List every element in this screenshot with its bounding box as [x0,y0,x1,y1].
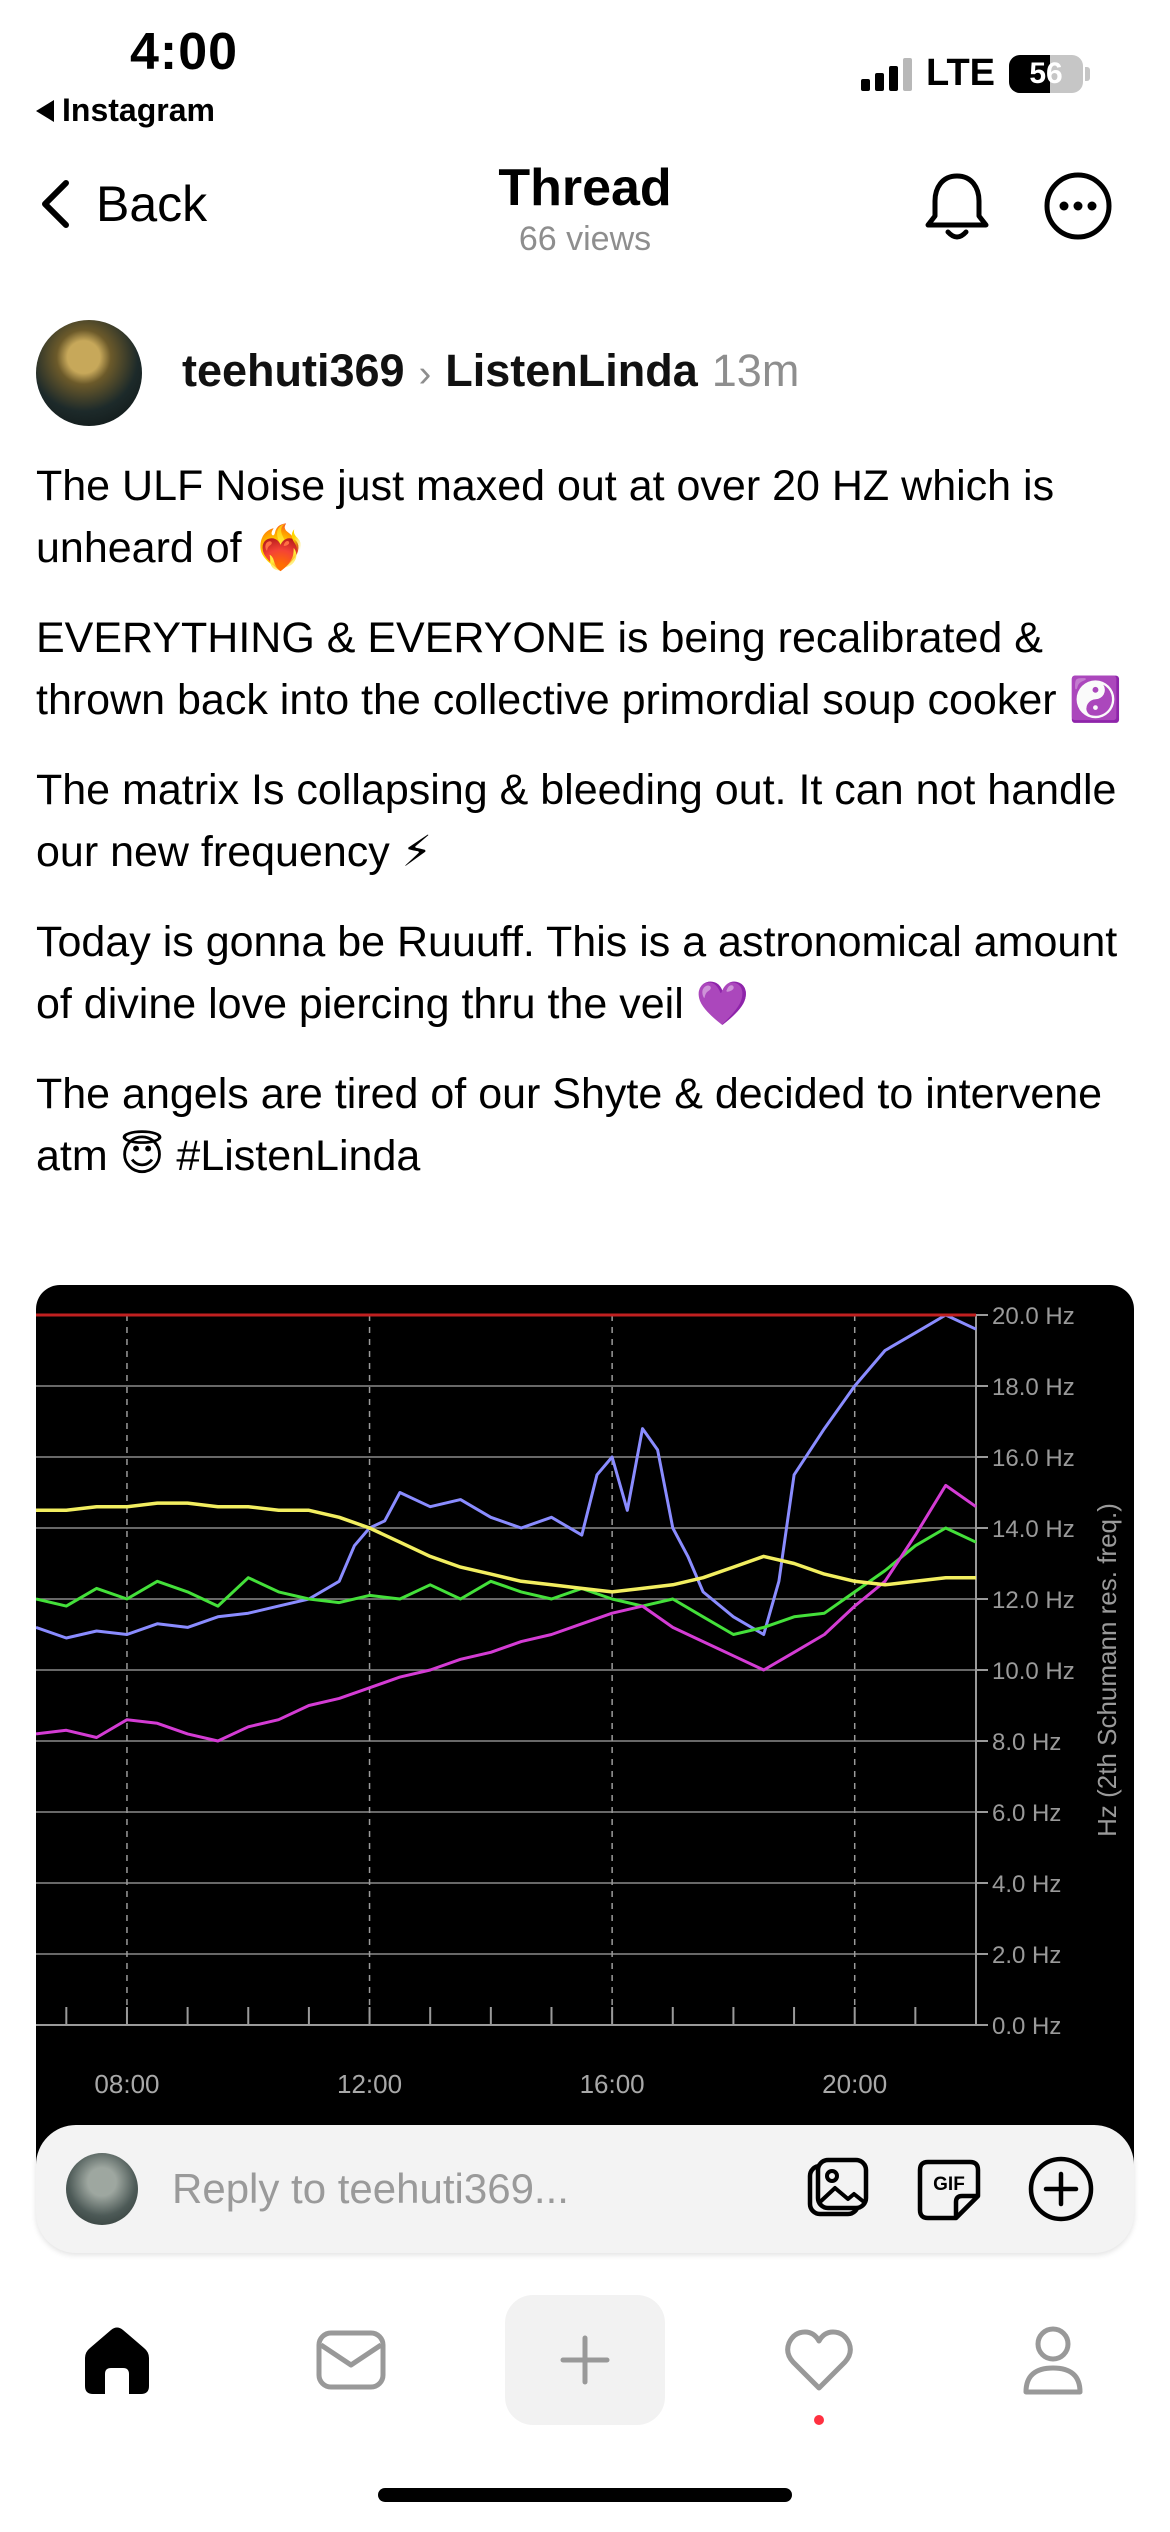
bottom-tab-bar [0,2295,1170,2425]
x-tick-label: 12:00 [337,2069,402,2099]
tab-profile[interactable] [973,2295,1133,2425]
view-count: 66 views [518,220,652,258]
battery-icon: 56 [1009,54,1083,93]
profile-icon [1023,2326,1083,2395]
series-line-green [36,1526,977,1636]
reply-input[interactable]: Reply to teehuti369... [172,2165,569,2212]
back-label: Back [96,176,208,232]
post-paragraph: EVERYTHING & EVERYONE is being recalibra… [36,614,1123,724]
create-icon [560,2335,610,2385]
status-time: 4:00 [130,23,239,81]
author-avatar[interactable] [36,320,142,426]
post-body: The ULF Noise just maxed out at over 20 … [36,455,1136,1215]
post-time: 13m [711,345,800,396]
home-icon [85,2327,149,2394]
y-tick-label: 4.0 Hz [992,1871,1061,1898]
y-tick-label: 0.0 Hz [992,2013,1061,2040]
y-tick-label: 20.0 Hz [992,1303,1075,1330]
y-tick-label: 8.0 Hz [992,1729,1061,1756]
tab-activity[interactable] [739,2295,899,2425]
more-icon[interactable] [1042,170,1114,242]
y-tick-label: 10.0 Hz [992,1658,1075,1685]
chevron-left-icon [42,180,69,228]
schumann-chart: 0.0 Hz 2.0 Hz 4.0 Hz 6.0 Hz 8.0 Hz 10.0 Hz 12.… [36,1303,1122,2099]
tab-create[interactable] [505,2295,665,2425]
cellular-signal-icon [861,57,913,91]
back-triangle-icon [36,99,54,122]
back-button[interactable]: Back [40,175,207,233]
post-paragraph: The angels are tired of our Shyte & deci… [36,1070,1103,1180]
add-circle-icon[interactable] [1026,2154,1096,2224]
gif-label: GIF [933,2174,965,2195]
page-title: Thread [498,159,672,217]
series-line-magenta [36,1483,977,1743]
post-chart-image[interactable]: 0.0 Hz 2.0 Hz 4.0 Hz 6.0 Hz 8.0 Hz 10.0 Hz 12.… [36,1285,1134,2185]
image-icon[interactable] [802,2154,872,2224]
bell-icon[interactable] [920,168,994,244]
y-tick-label: 12.0 Hz [992,1587,1075,1614]
battery-percent: 56 [1029,56,1063,90]
back-app-label: Instagram [62,92,215,128]
y-tick-label: 6.0 Hz [992,1800,1061,1827]
post-paragraph: The ULF Noise just maxed out at over 20 … [36,462,1055,572]
activity-badge [814,2415,824,2425]
y-axis-label: Hz (2th Schumann res. freq.) [1092,1503,1122,1837]
tab-home[interactable] [37,2295,197,2425]
messages-icon [316,2330,386,2390]
reply-bar: Reply to teehuti369... GIF [36,2125,1134,2253]
x-tick-label: 16:00 [580,2069,645,2099]
series-line-blue [36,1313,977,1640]
author-row: teehuti369 › ListenLinda 13m [182,345,799,397]
back-to-app-link[interactable]: Instagram [36,92,215,129]
home-indicator [378,2488,792,2502]
post-paragraph: The matrix Is collapsing & bleeding out.… [36,766,1117,876]
network-type: LTE [926,52,995,94]
tab-messages[interactable] [271,2295,431,2425]
reply-avatar [66,2153,138,2225]
chevron-right-icon: › [418,353,432,395]
series-line-yellow [36,1501,976,1594]
status-indicators: LTE 56 [861,52,1090,95]
y-tick-label: 16.0 Hz [992,1445,1075,1472]
y-tick-label: 14.0 Hz [992,1516,1075,1543]
y-tick-label: 2.0 Hz [992,1942,1061,1969]
post-paragraph: Today is gonna be Ruuuff. This is a astr… [36,918,1118,1028]
x-tick-label: 08:00 [94,2069,159,2099]
gif-icon[interactable]: GIF [914,2154,984,2224]
activity-icon [785,2329,853,2391]
x-tick-label: 20:00 [822,2069,887,2099]
author-username[interactable]: teehuti369 [182,345,405,396]
battery-tip [1085,66,1090,81]
y-tick-label: 18.0 Hz [992,1374,1075,1401]
thread-header: Thread 66 views [0,158,1170,259]
reply-to-username[interactable]: ListenLinda [445,345,698,396]
